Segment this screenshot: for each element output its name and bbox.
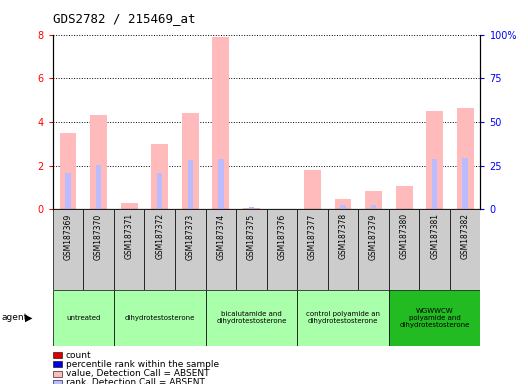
Bar — [182, 113, 199, 209]
Bar — [432, 159, 437, 209]
Bar — [419, 209, 450, 290]
Text: GSM187374: GSM187374 — [216, 214, 225, 260]
Bar — [145, 209, 175, 290]
Text: control polyamide an
dihydrotestosterone: control polyamide an dihydrotestosterone — [306, 311, 380, 324]
Bar — [114, 209, 145, 290]
Text: agent: agent — [1, 313, 27, 322]
Bar — [212, 37, 229, 209]
Bar — [243, 208, 260, 209]
Bar — [328, 209, 359, 290]
Bar — [365, 191, 382, 209]
Text: GSM187378: GSM187378 — [338, 214, 347, 260]
Bar — [267, 209, 297, 290]
Text: ▶: ▶ — [25, 313, 33, 323]
Bar — [121, 203, 138, 209]
Bar — [304, 170, 321, 209]
Text: percentile rank within the sample: percentile rank within the sample — [66, 360, 219, 369]
Text: GSM187369: GSM187369 — [63, 214, 72, 260]
Bar — [371, 205, 376, 209]
Text: GSM187381: GSM187381 — [430, 214, 439, 259]
Text: dihydrotestosterone: dihydrotestosterone — [125, 315, 195, 321]
Bar — [114, 290, 205, 346]
Text: GSM187382: GSM187382 — [461, 214, 470, 259]
Bar — [359, 209, 389, 290]
Text: rank, Detection Call = ABSENT: rank, Detection Call = ABSENT — [66, 378, 205, 384]
Bar — [249, 207, 254, 209]
Text: value, Detection Call = ABSENT: value, Detection Call = ABSENT — [66, 369, 210, 378]
Text: WGWWCW
polyamide and
dihydrotestosterone: WGWWCW polyamide and dihydrotestosterone — [400, 308, 470, 328]
Bar — [389, 209, 419, 290]
Bar — [96, 164, 101, 209]
Text: untreated: untreated — [66, 315, 100, 321]
Text: GSM187376: GSM187376 — [277, 214, 286, 260]
Text: bicalutamide and
dihydrotestosterone: bicalutamide and dihydrotestosterone — [216, 311, 287, 324]
Text: GSM187372: GSM187372 — [155, 214, 164, 260]
Text: GSM187380: GSM187380 — [400, 214, 409, 260]
Bar — [340, 205, 346, 209]
Bar — [157, 173, 163, 209]
Bar — [205, 209, 236, 290]
Bar — [297, 290, 389, 346]
Bar — [90, 115, 107, 209]
Bar — [426, 111, 443, 209]
Bar — [335, 199, 352, 209]
Bar — [463, 158, 468, 209]
Bar — [297, 209, 328, 290]
Text: GSM187377: GSM187377 — [308, 214, 317, 260]
Bar — [205, 290, 297, 346]
Bar — [457, 108, 474, 209]
Bar — [187, 160, 193, 209]
Bar — [218, 159, 223, 209]
Bar — [175, 209, 205, 290]
Text: GSM187379: GSM187379 — [369, 214, 378, 260]
Bar — [83, 209, 114, 290]
Bar — [53, 209, 83, 290]
Text: GSM187375: GSM187375 — [247, 214, 256, 260]
Text: GSM187370: GSM187370 — [94, 214, 103, 260]
Bar — [389, 290, 480, 346]
Text: GSM187373: GSM187373 — [186, 214, 195, 260]
Text: count: count — [66, 351, 92, 360]
Bar — [450, 209, 480, 290]
Bar — [395, 186, 412, 209]
Bar — [65, 173, 71, 209]
Bar — [236, 209, 267, 290]
Bar — [53, 290, 114, 346]
Text: GSM187371: GSM187371 — [125, 214, 134, 260]
Text: GDS2782 / 215469_at: GDS2782 / 215469_at — [53, 12, 195, 25]
Bar — [60, 133, 77, 209]
Bar — [152, 144, 168, 209]
